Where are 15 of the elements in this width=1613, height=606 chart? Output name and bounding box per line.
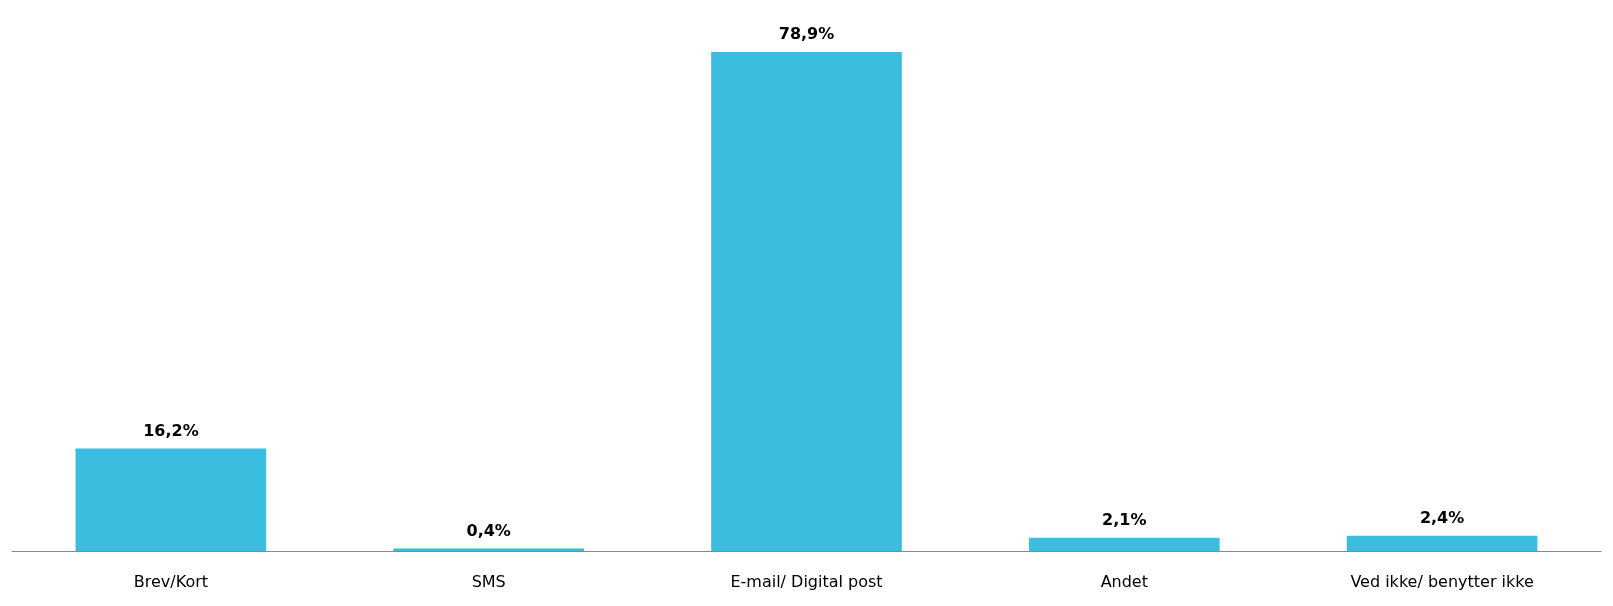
data-label: 0,4%	[466, 520, 511, 540]
data-label: 2,1%	[1102, 510, 1147, 530]
bar	[393, 548, 585, 551]
bar	[1346, 535, 1538, 551]
x-tick-label: E-mail/ Digital post	[730, 571, 883, 591]
x-tick-label: Andet	[1100, 571, 1148, 591]
bar	[1028, 537, 1220, 551]
data-label: 78,9%	[778, 24, 835, 44]
bar	[711, 51, 902, 551]
x-tick-label: Brev/Kort	[133, 571, 209, 591]
x-tick-label: SMS	[471, 571, 506, 591]
x-tick-label: Ved ikke/ benytter ikke	[1350, 571, 1534, 591]
data-label: 2,4%	[1419, 508, 1465, 528]
bar	[75, 448, 267, 551]
data-label: 16,2%	[143, 421, 199, 441]
